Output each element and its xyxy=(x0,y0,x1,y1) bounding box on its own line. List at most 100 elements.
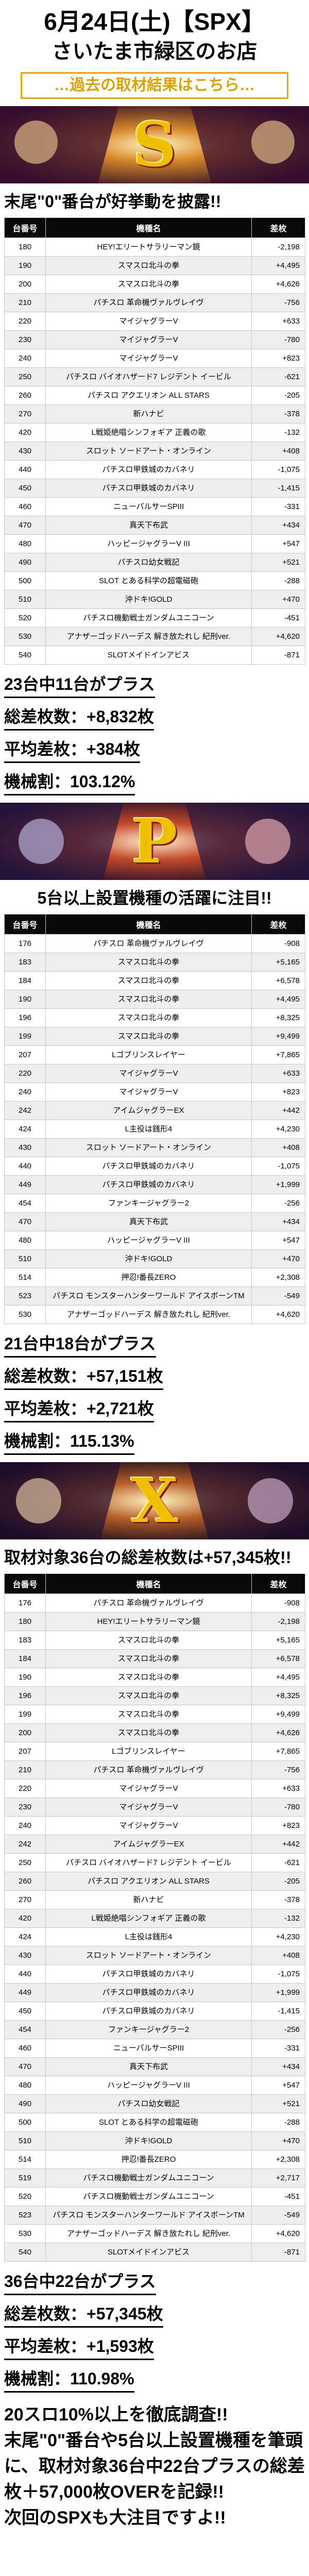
machine-number: 190 xyxy=(4,990,46,1009)
machine-name: L戦姫絶唱シンフォギア 正義の歌 xyxy=(45,1909,252,1928)
table-row: 420 L戦姫絶唱シンフォギア 正義の歌 -132 xyxy=(4,1909,305,1928)
machine-name: パチスロ甲鉄城のカバネリ xyxy=(45,2002,252,2021)
section3-heading: 取材対象36台の総差枚数は+57,345枚!! xyxy=(4,1548,291,1567)
section2-rate: 機械割：115.13% xyxy=(4,1430,134,1455)
machine-name: スマスロ北斗の拳 xyxy=(45,1723,252,1742)
table-row: 230 マイジャグラーV -780 xyxy=(4,1798,305,1817)
coin-difference: +4,620 xyxy=(251,1305,305,1324)
banner-s: S xyxy=(0,106,309,183)
table-row: 454 ファンキージャグラー2 -256 xyxy=(4,1194,305,1213)
machine-number: 480 xyxy=(4,2076,46,2095)
machine-name: パチスロ 革命機ヴァルヴレイヴ xyxy=(45,1760,252,1780)
machine-number: 490 xyxy=(4,553,46,572)
machine-name: スマスロ北斗の拳 xyxy=(45,953,252,972)
table-row: 500 SLOT とある科学の超電磁砲 -288 xyxy=(4,2113,305,2132)
machine-name: パチスロ機動戦士ガンダムユニコーン xyxy=(45,2187,252,2206)
machine-number: 176 xyxy=(4,1594,46,1613)
table-row: 230 マイジャグラーV -780 xyxy=(4,330,305,349)
coin-difference: +7,865 xyxy=(251,1742,305,1761)
table-row: 270 新ハナビ -378 xyxy=(4,1890,305,1909)
machine-number: 207 xyxy=(4,1742,46,1761)
machine-name: 沖ドキ!GOLD xyxy=(45,2131,252,2150)
section1-total: 総差枚数：+8,832枚 xyxy=(4,705,154,731)
machine-name: スマスロ北斗の拳 xyxy=(45,1686,252,1705)
machine-number: 184 xyxy=(4,1649,46,1668)
coin-difference: +4,230 xyxy=(251,1927,305,1946)
table-row: 523 パチスロ モンスターハンターワールド アイスボーンTM -549 xyxy=(4,1286,305,1306)
machine-number: 430 xyxy=(4,1138,46,1157)
machine-number: 440 xyxy=(4,1964,46,1984)
machine-number: 260 xyxy=(4,1872,46,1891)
coin-difference: +4,620 xyxy=(251,2224,305,2243)
machine-number: 240 xyxy=(4,1082,46,1101)
machine-number: 240 xyxy=(4,349,46,368)
machine-name: SLOTメイドインアビス xyxy=(45,2243,252,2262)
machine-number: 510 xyxy=(4,590,46,609)
coin-difference: -549 xyxy=(251,2206,305,2225)
machine-name: パチスロ モンスターハンターワールド アイスボーンTM xyxy=(45,2206,252,2225)
table-row: 523 パチスロ モンスターハンターワールド アイスボーンTM -549 xyxy=(4,2206,305,2225)
machine-name: パチスロ幼女戦記 xyxy=(45,2094,252,2113)
machine-number: 480 xyxy=(4,1231,46,1250)
machine-name: パチスロ甲鉄城のカバネリ xyxy=(45,1175,252,1194)
table-row: 530 アナザーゴッドハーデス 解き放たれし 紀刑ver. +4,620 xyxy=(4,1305,305,1324)
machine-number: 514 xyxy=(4,1268,46,1287)
machine-name: スマスロ北斗の拳 xyxy=(45,275,252,294)
coin-difference: -331 xyxy=(251,497,305,516)
machine-number: 260 xyxy=(4,386,46,405)
table-row: 184 スマスロ北斗の拳 +6,578 xyxy=(4,1649,305,1668)
machine-number: 510 xyxy=(4,2131,46,2150)
machine-name: ニューパルサーSPIII xyxy=(45,497,252,516)
machine-name: パチスロ機動戦士ガンダムユニコーン xyxy=(45,2168,252,2188)
section1-average: 平均差枚：+384枚 xyxy=(4,738,141,763)
table-row: 260 パチスロ アクエリオン ALL STARS -205 xyxy=(4,1872,305,1891)
machine-name: パチスロ 革命機ヴァルヴレイヴ xyxy=(45,934,252,953)
machine-number: 520 xyxy=(4,2187,46,2206)
machine-number: 210 xyxy=(4,1760,46,1780)
coin-difference: -1,075 xyxy=(251,1964,305,1984)
machine-name: L主役は銭形4 xyxy=(45,1927,252,1946)
coin-difference: +4,230 xyxy=(251,1120,305,1139)
coin-difference: -451 xyxy=(251,2187,305,2206)
table-row: 190 スマスロ北斗の拳 +4,495 xyxy=(4,990,305,1009)
past-results-link[interactable]: …過去の取材結果はこちら… xyxy=(21,72,288,99)
coin-difference: +1,999 xyxy=(251,1175,305,1194)
date-title: 6月24日(土)【SPX】 xyxy=(44,8,265,35)
banner-x: X xyxy=(0,1462,309,1539)
table-row: 420 L戦姫絶唱シンフォギア 正義の歌 -132 xyxy=(4,423,305,442)
table-row: 270 新ハナビ -378 xyxy=(4,404,305,423)
machine-number: 220 xyxy=(4,1779,46,1798)
coin-difference: +823 xyxy=(251,349,305,368)
section3-total: 総差枚数：+57,345枚 xyxy=(4,2302,163,2328)
table-row: 510 沖ドキ!GOLD +470 xyxy=(4,1249,305,1268)
section3-plus-count: 36台中22台がプラス xyxy=(4,2270,156,2295)
banner-p: P xyxy=(0,803,309,880)
table-row: 176 パチスロ 革命機ヴァルヴレイヴ -908 xyxy=(4,934,305,953)
table-row: 520 パチスロ機動戦士ガンダムユニコーン -451 xyxy=(4,608,305,628)
machine-name: スロット ソードアート・オンライン xyxy=(45,442,252,461)
table-row: 440 パチスロ甲鉄城のカバネリ -1,075 xyxy=(4,1964,305,1984)
machine-number: 530 xyxy=(4,1305,46,1324)
machine-name: Lゴブリンスレイヤー xyxy=(45,1742,252,1761)
coin-difference: +8,325 xyxy=(251,1008,305,1027)
table-row: 184 スマスロ北斗の拳 +6,578 xyxy=(4,971,305,990)
section3-average: 平均差枚：+1,593枚 xyxy=(4,2335,154,2360)
table-row: 220 マイジャグラーV +633 xyxy=(4,1779,305,1798)
machine-number: 480 xyxy=(4,534,46,553)
coin-difference: -1,075 xyxy=(251,1157,305,1176)
machine-name: 沖ドキ!GOLD xyxy=(45,590,252,609)
machine-number: 440 xyxy=(4,460,46,479)
machine-name: 沖ドキ!GOLD xyxy=(45,1249,252,1268)
machine-number: 420 xyxy=(4,423,46,442)
table-row: 242 アイムジャグラーEX +442 xyxy=(4,1835,305,1854)
machine-name: ファンキージャグラー2 xyxy=(45,1194,252,1213)
machine-name: スマスロ北斗の拳 xyxy=(45,1027,252,1046)
table-row: 470 真天下布武 +434 xyxy=(4,2057,305,2076)
col-header-model: 機種名 xyxy=(45,217,252,238)
machine-number: 530 xyxy=(4,627,46,646)
machine-name: マイジャグラーV xyxy=(45,330,252,349)
coin-difference: -256 xyxy=(251,1194,305,1213)
machine-number: 200 xyxy=(4,275,46,294)
machine-name: パチスロ甲鉄城のカバネリ xyxy=(45,460,252,479)
coin-difference: -378 xyxy=(251,1890,305,1909)
